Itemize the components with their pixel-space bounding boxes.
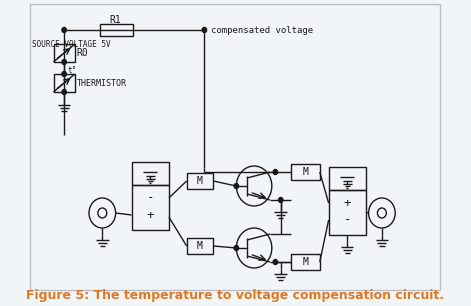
Text: SOURCE VOLTAGE 5V: SOURCE VOLTAGE 5V (32, 39, 111, 48)
Text: -: - (343, 214, 351, 226)
Circle shape (273, 259, 277, 264)
Circle shape (62, 89, 66, 95)
Text: +: + (343, 196, 351, 210)
Text: M: M (197, 241, 203, 251)
Bar (54, 74, 75, 92)
Bar (187, 173, 213, 189)
Circle shape (273, 170, 277, 174)
Text: M: M (303, 167, 309, 177)
Bar (131, 162, 169, 185)
Text: M: M (197, 176, 203, 186)
Bar (292, 164, 320, 180)
Bar (54, 44, 75, 62)
Text: R0: R0 (77, 48, 89, 58)
Text: THERMISTOR: THERMISTOR (77, 79, 127, 88)
Bar (100, 24, 133, 36)
Circle shape (62, 72, 66, 76)
Circle shape (62, 28, 66, 32)
Text: t°: t° (68, 65, 77, 74)
Bar (131, 185, 169, 230)
Circle shape (234, 184, 238, 188)
Text: Figure 5: The temperature to voltage compensation circuit.: Figure 5: The temperature to voltage com… (26, 289, 445, 303)
Text: compensated voltage: compensated voltage (211, 25, 313, 35)
Bar (187, 238, 213, 254)
Circle shape (202, 28, 207, 32)
Text: R1: R1 (109, 15, 121, 25)
Circle shape (234, 245, 238, 251)
Circle shape (278, 197, 283, 203)
Text: M: M (303, 257, 309, 267)
Text: +: + (146, 208, 154, 222)
Bar (292, 254, 320, 270)
Text: -: - (146, 192, 154, 204)
Circle shape (62, 59, 66, 65)
Bar (329, 167, 366, 190)
Bar (329, 190, 366, 235)
